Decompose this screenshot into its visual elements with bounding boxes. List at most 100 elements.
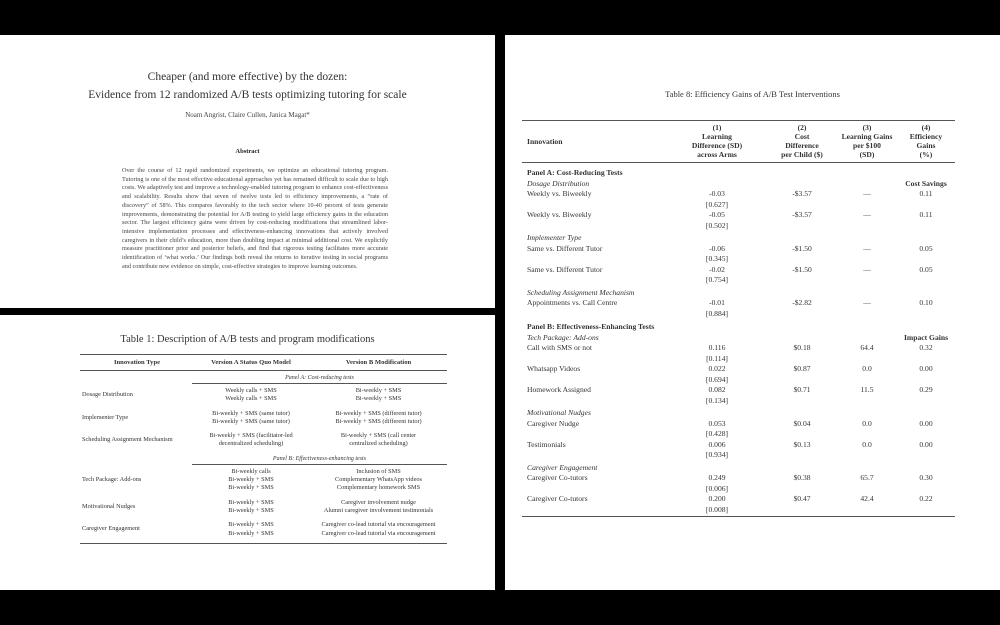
- version-b-cell: Caregiver involvement nudge Alumni caregi…: [310, 499, 447, 516]
- version-b-line: Caregiver involvement nudge: [341, 498, 416, 506]
- value-cell: $0.13: [793, 439, 811, 449]
- p-value: [0.934]: [705, 450, 729, 459]
- value-cell: 0.116: [708, 343, 726, 352]
- gain-type-label: [897, 233, 955, 244]
- header-line: Innovation: [527, 136, 563, 146]
- version-a-cell: Bi-weekly + SMS (facilitator-led decentra…: [192, 432, 310, 449]
- p-value: [0.006]: [705, 483, 729, 493]
- value-cell: 0.30: [919, 473, 933, 482]
- group-label: Tech Package: Add-ons: [527, 332, 599, 342]
- value-cell: —: [863, 243, 871, 253]
- table1-panel-b: Panel B: Effectiveness-enhancing tests: [192, 452, 447, 465]
- value-cell: 0.32: [919, 343, 933, 352]
- table8-pvalue-row: [0.934]: [522, 450, 955, 461]
- version-a-line: Weekly calls + SMS: [225, 387, 277, 394]
- version-b-line: Caregiver co-lead tutorial via encourage…: [321, 529, 436, 537]
- empty-cell: [837, 408, 897, 419]
- version-b-cell: Inclusion of SMS Complementary WhatsApp v…: [310, 468, 447, 493]
- table8-row: Weekly vs. Biweekly -0.05 -$3.57 — 0.11: [522, 210, 955, 221]
- p-value: [0.502]: [705, 220, 729, 230]
- value-cell: 0.0: [862, 364, 872, 373]
- version-a-line: Bi-weekly + SMS (facilitator-led: [209, 432, 293, 440]
- header-line: Difference: [785, 141, 819, 150]
- table1-header-cell: Version A Status Quo Model: [211, 359, 291, 366]
- innovation-label: Caregiver Nudge: [527, 418, 580, 428]
- p-value: [0.754]: [705, 275, 729, 284]
- table8-header-cell: (3) Learning Gains per $100 (SD): [837, 123, 897, 159]
- header-line: (2): [797, 123, 807, 132]
- table8-pvalue-row: [0.694]: [522, 375, 955, 386]
- version-b-line: Alumni caregiver involvement testimonial…: [323, 506, 434, 514]
- table8-row: Appointments vs. Call Centre -0.01 -$2.82 —…: [522, 298, 955, 309]
- value-cell: $0.47: [793, 494, 811, 503]
- version-a-line: Bi-weekly calls: [231, 467, 271, 475]
- abstract-text: Over the course of 12 rapid randomized e…: [122, 167, 388, 270]
- empty-cell: [522, 450, 667, 461]
- empty-cell: [767, 333, 837, 344]
- value-cell: $0.38: [793, 473, 811, 482]
- value-cell: 0.0: [862, 439, 872, 449]
- innovation-type: Motivational Nudges: [82, 502, 136, 510]
- innovation-type: Dosage Distribution: [82, 391, 133, 399]
- empty-cell: [522, 254, 667, 265]
- empty-cell: [767, 463, 837, 474]
- p-value: [0.008]: [705, 504, 729, 514]
- table8-row: Homework Assigned 0.082 $0.71 11.5 0.29: [522, 385, 955, 396]
- panel-label: Panel B: Effectiveness-Enhancing Tests: [527, 322, 655, 331]
- table1-page: Table 1: Description of A/B tests and pr…: [0, 315, 495, 590]
- table8-page: Table 8: Efficiency Gains of A/B Test In…: [505, 35, 1000, 590]
- p-value: [0.627]: [705, 199, 729, 209]
- table8-row: Same vs. Different Tutor -0.02 -$1.50 — 0.05: [522, 265, 955, 276]
- group-label: Caregiver Engagement: [527, 462, 598, 472]
- empty-cell: [522, 200, 667, 211]
- version-a-line: Bi-weekly + SMS: [228, 476, 274, 484]
- innovation-label: Call with SMS or not: [527, 343, 592, 352]
- empty-cell: [767, 233, 837, 244]
- table8-row: Testimonials 0.006 $0.13 0.0 0.00: [522, 440, 955, 451]
- header-line: (%): [919, 150, 933, 159]
- table8-title: Table 8: Efficiency Gains of A/B Test In…: [665, 89, 840, 99]
- group-label: Scheduling Assignment Mechanism: [527, 287, 635, 297]
- table8-row: Whatsapp Videos 0.022 $0.87 0.0 0.00: [522, 364, 955, 375]
- header-line: Learning: [702, 132, 732, 141]
- version-b-line: Bi-weekly + SMS (different tutor): [335, 409, 422, 417]
- table1-row: Dosage Distribution Weekly calls + SMS Wee…: [80, 384, 447, 407]
- innovation-label: Same vs. Different Tutor: [527, 243, 603, 253]
- value-cell: 64.4: [860, 343, 874, 352]
- value-cell: —: [863, 298, 871, 307]
- version-a-cell: Bi-weekly calls Bi-weekly + SMS Bi-weekly …: [192, 468, 310, 493]
- table8-pvalue-row: [0.008]: [522, 505, 955, 516]
- empty-cell: [522, 375, 667, 386]
- empty-cell: [522, 484, 667, 495]
- innovation-label: Same vs. Different Tutor: [527, 264, 603, 274]
- table8-panel: Panel A: Cost-Reducing Tests: [522, 168, 955, 179]
- innovation-label: Caregiver Co-tutors: [527, 473, 588, 482]
- value-cell: 0.29: [919, 385, 933, 394]
- p-value: [0.134]: [705, 395, 729, 405]
- paper-authors: Noam Angrist, Claire Cullen, Janica Maga…: [185, 111, 310, 119]
- table8-pvalue-row: [0.428]: [522, 429, 955, 440]
- value-cell: -$3.57: [792, 189, 812, 198]
- value-cell: 0.11: [919, 210, 933, 219]
- version-b-line: centralized scheduling): [349, 440, 408, 448]
- empty-cell: [522, 429, 667, 440]
- value-cell: 0.0: [862, 418, 872, 428]
- value-cell: 0.249: [708, 473, 726, 482]
- table8-header-cell: (1) Learning Difference (SD) across Arms: [667, 123, 767, 159]
- header-line: Efficiency: [909, 132, 943, 141]
- version-a-line: Bi-weekly + SMS: [228, 521, 274, 529]
- version-a-cell: Bi-weekly + SMS Bi-weekly + SMS: [192, 499, 310, 516]
- version-b-cell: Bi-weekly + SMS Bi-weekly + SMS: [310, 387, 447, 404]
- value-cell: 0.00: [919, 364, 933, 373]
- value-cell: 42.4: [860, 494, 874, 503]
- table8-group: Motivational Nudges: [522, 408, 955, 419]
- version-b-line: Bi-weekly + SMS (call center: [340, 432, 417, 440]
- empty-cell: [767, 288, 837, 299]
- table1-row: Scheduling Assignment Mechanism Bi-weekly…: [80, 429, 447, 452]
- version-b-line: Bi-weekly + SMS: [355, 387, 402, 394]
- version-a-line: Weekly calls + SMS: [225, 395, 277, 403]
- empty-cell: [837, 333, 897, 344]
- innovation-type: Scheduling Assignment Mechanism: [82, 436, 173, 444]
- gain-type-label: [897, 288, 955, 299]
- version-b-cell: Bi-weekly + SMS (call center centralized …: [310, 432, 447, 449]
